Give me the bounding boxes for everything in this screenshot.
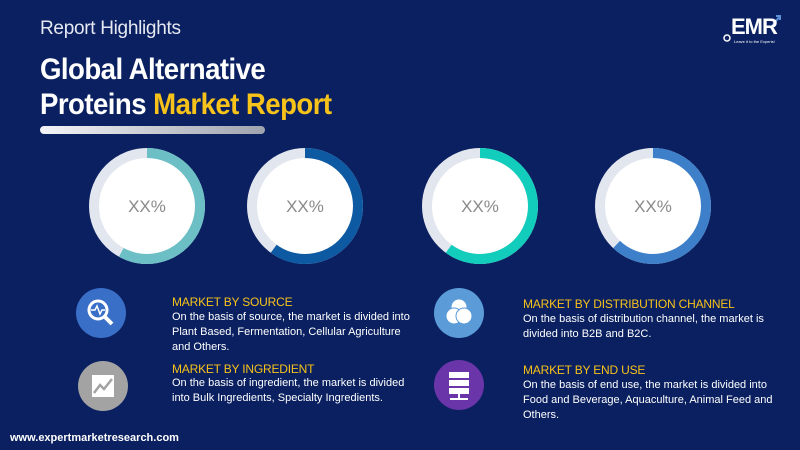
section-icon-end-use bbox=[434, 360, 484, 410]
logo-arrow-icon bbox=[723, 15, 781, 42]
title-line-1: Global Alternative bbox=[40, 53, 266, 86]
heading-source: MARKET BY SOURCE bbox=[172, 295, 293, 309]
logo-tagline: Leave it to the Experts! bbox=[734, 39, 775, 44]
logo-text: EMR bbox=[731, 14, 778, 39]
progress-ring bbox=[422, 148, 538, 264]
footer-url[interactable]: www.expertmarketresearch.com bbox=[10, 432, 179, 444]
title-highlight: Market Report bbox=[153, 88, 332, 121]
ring-progress-arc bbox=[247, 148, 363, 264]
ring-progress-arc bbox=[422, 148, 538, 264]
ring-progress-arc bbox=[595, 148, 711, 264]
ring-percent-label: XX% bbox=[128, 197, 166, 216]
line-chart-icon bbox=[92, 375, 114, 397]
venn-diagram-icon bbox=[445, 298, 473, 325]
ring-percent-label: XX% bbox=[286, 197, 324, 216]
page-title: Global Alternative Proteins Market Repor… bbox=[40, 52, 332, 122]
report-highlights-label: Report Highlights bbox=[40, 18, 181, 39]
section-icon-ingredient bbox=[78, 361, 128, 411]
text-ingredient: On the basis of ingredient, the market i… bbox=[172, 377, 405, 404]
progress-ring bbox=[89, 148, 205, 264]
title-line-2: Proteins bbox=[40, 88, 147, 121]
progress-ring bbox=[595, 148, 711, 264]
ring-percent-label: XX% bbox=[461, 197, 499, 216]
text-distribution: On the basis of distribution channel, th… bbox=[523, 313, 764, 340]
ring-percent-label: XX% bbox=[634, 197, 672, 216]
emr-logo: EMR Leave it to the Experts! bbox=[722, 12, 786, 48]
section-icon-source bbox=[76, 288, 126, 338]
text-end-use: On the basis of end use, the market is d… bbox=[523, 379, 773, 421]
heading-distribution: MARKET BY DISTRIBUTION CHANNEL bbox=[523, 297, 735, 311]
title-underline-bar bbox=[40, 126, 265, 134]
magnifier-chart-icon bbox=[87, 299, 114, 326]
heading-ingredient: MARKET BY INGREDIENT bbox=[172, 362, 315, 376]
server-icon bbox=[449, 372, 469, 400]
ring-progress-arc bbox=[89, 148, 205, 264]
text-source: On the basis of source, the market is di… bbox=[172, 311, 410, 353]
section-icon-distribution bbox=[434, 288, 484, 338]
heading-end-use: MARKET BY END USE bbox=[523, 363, 646, 377]
progress-ring bbox=[247, 148, 363, 264]
